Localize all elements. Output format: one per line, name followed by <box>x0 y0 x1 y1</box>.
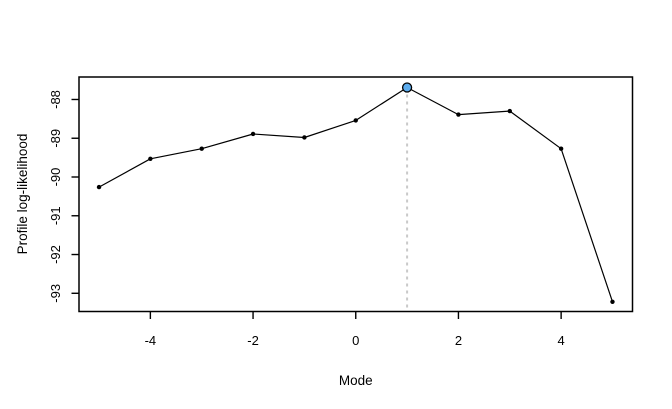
y-tick-label: -89 <box>48 129 63 148</box>
data-point <box>507 108 512 114</box>
y-tick-label: -91 <box>48 206 63 225</box>
data-point <box>456 112 461 117</box>
data-point <box>199 146 204 151</box>
x-tick-label: 0 <box>352 333 359 348</box>
x-tick-label: 2 <box>455 333 462 348</box>
data-point <box>610 299 615 305</box>
data-point <box>302 135 307 140</box>
data-point <box>353 118 358 123</box>
y-tick-label: -92 <box>48 245 63 264</box>
x-tick-label: -2 <box>247 333 259 348</box>
max-point-marker <box>401 82 413 93</box>
y-tick-label: -90 <box>48 168 63 187</box>
data-point <box>558 146 564 151</box>
y-tick-label: -88 <box>48 90 63 109</box>
x-tick-label: -4 <box>145 333 157 348</box>
plot-box <box>78 76 634 313</box>
chart-generated-layer: -4 -2 0 2 4 -88 -89 -90 -91 -92 -93 <box>48 76 634 348</box>
data-point <box>96 184 102 190</box>
y-tick-label: -93 <box>48 284 63 303</box>
x-axis-title: Mode <box>339 373 373 388</box>
y-axis-title: Profile log-likelihood <box>15 134 30 255</box>
x-tick-label: 4 <box>558 333 565 348</box>
data-point <box>148 156 153 161</box>
data-point <box>250 131 256 137</box>
